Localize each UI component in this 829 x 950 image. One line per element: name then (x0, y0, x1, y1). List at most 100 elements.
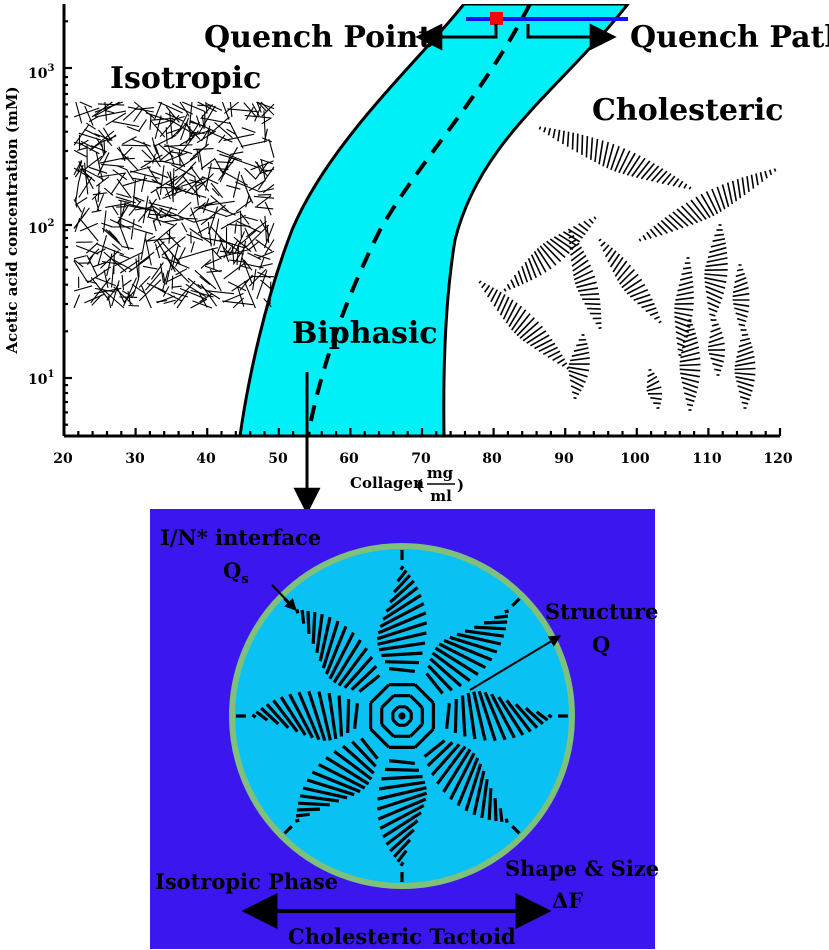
structure-label: Structure (545, 599, 658, 624)
isotropic-rod (164, 151, 189, 163)
isotropic-rod (239, 229, 258, 245)
x-tick-label: 110 (692, 451, 721, 467)
cholesteric-rod (513, 313, 531, 334)
isotropic-rod (95, 176, 110, 187)
y-tick-labels: 101 102 103 (28, 63, 54, 388)
tactoid-petal-rod (376, 621, 428, 641)
structure-arrow (469, 635, 562, 691)
isotropic-rod (82, 155, 103, 172)
isotropic-rod (73, 285, 93, 292)
tactoid-petal-rod (302, 786, 348, 800)
cholesteric-rod (483, 284, 491, 293)
isotropic-rod (123, 289, 136, 303)
cholesteric-rod (738, 390, 752, 397)
phase-plot (73, 4, 777, 436)
tactoid-petal-rod (514, 703, 539, 729)
isotropic-rod (75, 245, 99, 255)
cholesteric-rod (710, 327, 721, 333)
cholesteric-rod (721, 184, 730, 208)
isotropic-rod (180, 178, 205, 188)
isotropic-rod (200, 104, 214, 120)
cholesteric-rod (587, 307, 601, 310)
tactoid-petal-rod (265, 703, 290, 729)
tactoid-core-rod (409, 694, 424, 709)
isotropic-rod (254, 106, 262, 122)
tactoid-petal-rod (332, 639, 362, 684)
isotropic-rod (198, 149, 203, 171)
isotropic-rod (193, 173, 214, 194)
isotropic-rod (77, 147, 88, 152)
cholesteric-rod (590, 137, 594, 160)
isotropic-rod (158, 143, 174, 158)
isotropic-rod (179, 101, 190, 117)
isotropic-rod (200, 158, 216, 170)
cholesteric-rod (741, 401, 749, 405)
x-axis-title: Collagen ( mg ml ) (350, 464, 464, 505)
cholesteric-rod (610, 145, 620, 171)
isotropic-rod (233, 236, 252, 253)
isotropic-rod (163, 299, 176, 305)
isotropic-rod (172, 168, 175, 201)
isotropic-rod (201, 117, 231, 125)
cholesteric-rod (478, 280, 482, 284)
isotropic-rod (178, 217, 198, 220)
cholesteric-rod (683, 266, 692, 270)
x-tick-label: 70 (411, 451, 431, 467)
cholesteric-rod (558, 233, 577, 247)
cholesteric-rod (626, 155, 641, 176)
cholesteric-rod (546, 240, 566, 259)
tactoid-petal-rod (466, 692, 477, 740)
cholesteric-rod (547, 128, 552, 136)
cholesteric-rod (569, 379, 584, 388)
cholesteric-rod (600, 241, 606, 247)
isotropic-rod (161, 236, 186, 256)
tactoid-core-rod (391, 718, 400, 727)
tactoid-petal-rod (298, 801, 330, 807)
cholesteric-rod (487, 287, 495, 298)
tactoid-core-rod (413, 727, 435, 749)
isotropic-rod (87, 266, 112, 283)
isotropic-rod (196, 130, 217, 144)
cholesteric-rod (738, 341, 752, 348)
tactoid-petal-rod (490, 693, 516, 739)
isotropic-rod (131, 138, 151, 147)
tactoid-petal-rod (299, 794, 340, 803)
cholesteric-rod (736, 380, 754, 387)
isotropic-rod (79, 218, 99, 242)
x-axis-unit-num: mg (427, 464, 454, 482)
isotropic-rod (214, 122, 233, 139)
cholesteric-rod (708, 336, 724, 344)
cholesteric-rod (503, 288, 507, 292)
isotropic-rod (122, 146, 133, 157)
isotropic-rod (154, 115, 185, 126)
isotropic-rod (239, 274, 254, 291)
cholesteric-rod (588, 218, 594, 224)
isotropic-rod (83, 162, 89, 195)
isotropic-rod (166, 273, 183, 283)
isotropic-rod (90, 145, 107, 152)
cholesteric-rod (646, 380, 660, 389)
isotropic-rod (247, 240, 260, 251)
isotropic-rod (86, 242, 99, 254)
cholesteric-rod (734, 361, 756, 367)
isotropic-rod (116, 164, 128, 171)
isotropic-rod (263, 223, 275, 249)
tactoid-petal-rod (493, 797, 498, 822)
isotropic-rod (193, 216, 216, 223)
cholesteric-rod (708, 307, 718, 313)
isotropic-rod (268, 138, 275, 158)
quench-arrows (415, 23, 617, 51)
isotropic-rod (95, 248, 106, 255)
cholesteric-rod (733, 281, 748, 289)
isotropic-rod (201, 115, 205, 130)
cholesteric-rod (573, 347, 589, 352)
isotropic-rod (186, 233, 204, 241)
isotropic-rod (217, 157, 236, 181)
isotropic-rod (105, 228, 120, 244)
isotropic-rod (103, 251, 127, 273)
cholesteric-rod (572, 225, 586, 236)
isotropic-rod (240, 213, 250, 225)
isotropic-rod (216, 161, 234, 164)
cholesteric-rod (638, 238, 642, 242)
